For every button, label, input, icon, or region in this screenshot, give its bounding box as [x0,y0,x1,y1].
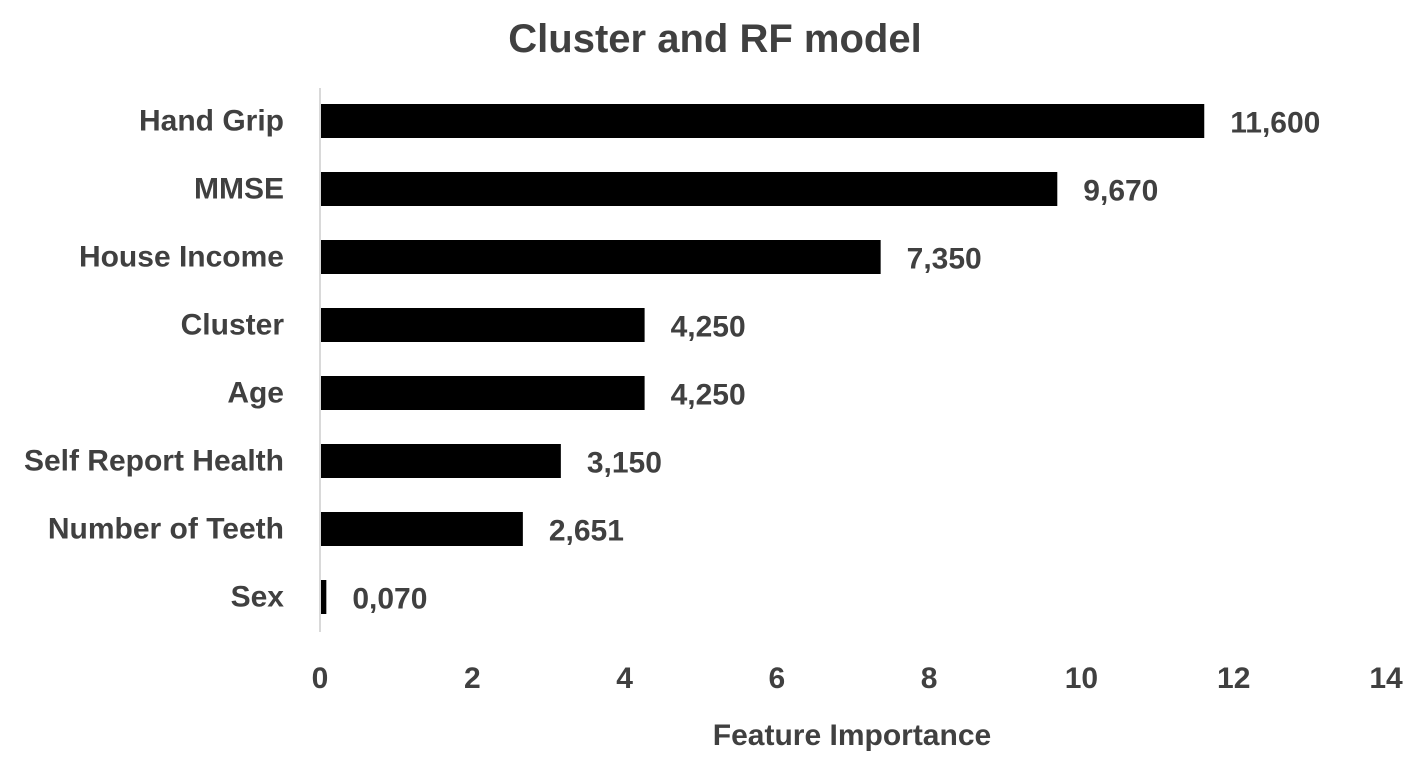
x-tick-label: 12 [1217,662,1250,695]
x-tick-label: 0 [312,662,329,695]
category-label: MMSE [194,173,284,206]
x-tick-label: 6 [769,662,786,695]
data-label: 9,670 [1083,175,1158,208]
x-tick-label: 2 [464,662,481,695]
x-tick-label: 10 [1065,662,1098,695]
category-label: Cluster [181,309,285,342]
x-axis-title: Feature Importance [713,719,991,752]
bar [321,444,561,478]
bar [321,308,645,342]
value-labels: 11,600 9,670 7,350 4,250 4,250 3,150 2,651 0,07… [352,107,1320,616]
chart-title: Cluster and RF model [508,17,921,61]
bar [321,580,327,614]
x-tick-label: 14 [1369,662,1403,695]
data-label: 3,150 [587,447,662,480]
data-label: 11,600 [1230,107,1320,140]
x-tick-label: 8 [921,662,938,695]
data-label: 2,651 [549,515,624,548]
data-label: 4,250 [671,379,746,412]
bar [321,376,645,410]
bar [321,104,1205,138]
x-axis-ticks: 0 2 4 6 8 10 12 14 [312,662,1403,695]
category-label: Hand Grip [139,105,284,138]
category-label: Age [227,377,284,410]
bar [321,172,1058,206]
bars-layer [321,104,1205,614]
data-label: 7,350 [907,243,982,276]
category-label: Self Report Health [24,445,284,478]
category-label: House Income [79,241,284,274]
category-labels: Hand Grip MMSE House Income Cluster Age Self … [24,105,284,614]
data-label: 4,250 [671,311,746,344]
bar [321,240,881,274]
category-label: Sex [231,581,285,614]
category-label: Number of Teeth [48,513,284,546]
x-tick-label: 4 [616,662,633,695]
bar [321,512,523,546]
data-label: 0,070 [352,583,427,616]
